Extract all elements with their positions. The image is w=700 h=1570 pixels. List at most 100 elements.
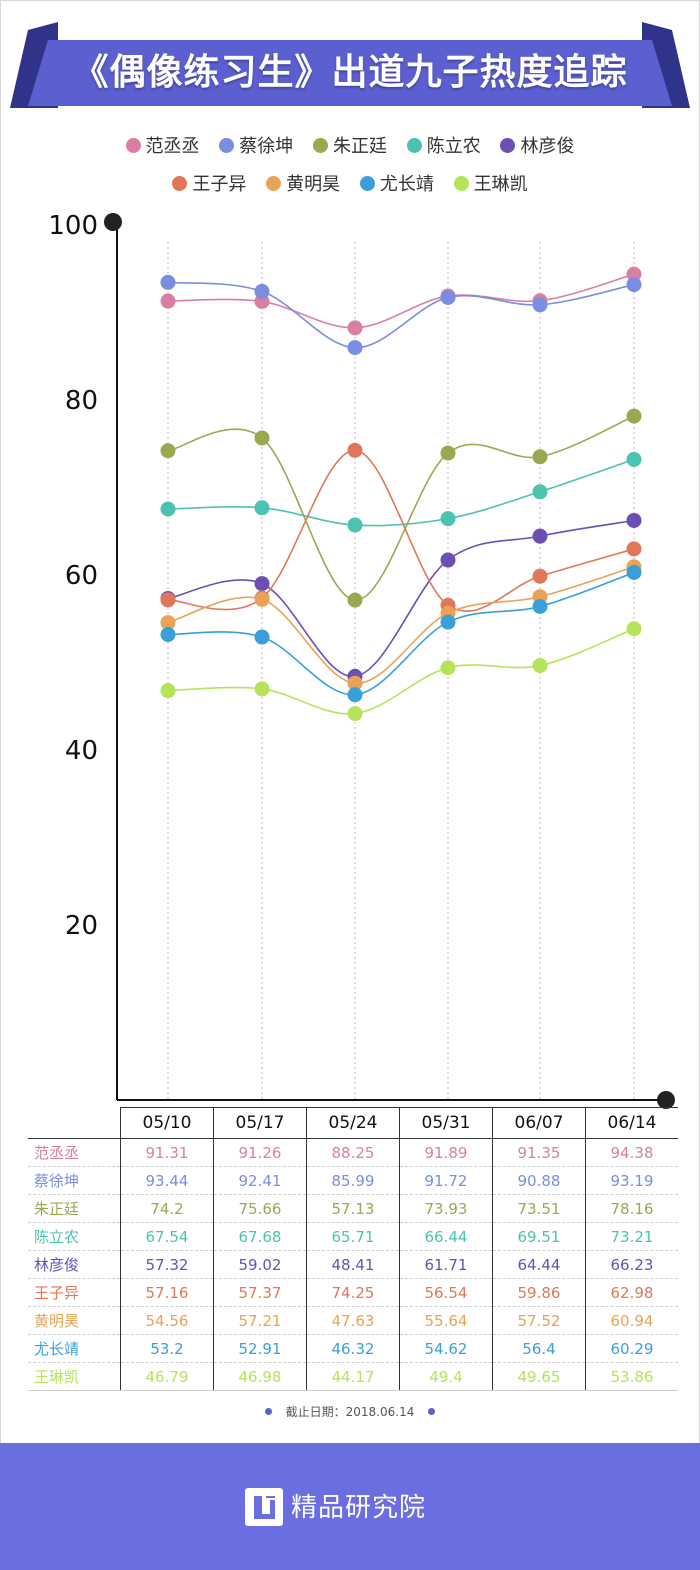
row-label: 黄明昊 — [28, 1306, 121, 1335]
table-cell: 91.72 — [399, 1166, 493, 1195]
data-point — [626, 621, 642, 637]
series-line — [167, 449, 635, 612]
table-cell: 59.02 — [213, 1250, 307, 1279]
legend-item: 蔡徐坤 — [219, 132, 293, 158]
table-row: 朱正廷 74.2 75.66 57.13 73.93 73.51 78.16 — [28, 1194, 678, 1223]
legend-item: 尤长靖 — [359, 170, 434, 196]
table-cell: 54.56 — [120, 1306, 214, 1335]
table-cell: 85.99 — [306, 1166, 400, 1195]
table-cell: 75.66 — [213, 1194, 307, 1223]
legend-dot — [453, 176, 469, 191]
row-label: 蔡徐坤 — [28, 1166, 121, 1195]
legend-dot — [219, 138, 235, 153]
footnote-dot-right — [428, 1408, 436, 1415]
data-point — [347, 706, 363, 722]
legend-label: 朱正廷 — [333, 136, 387, 157]
table-cell: 54.62 — [399, 1334, 493, 1363]
brand-logo-icon — [245, 1488, 283, 1526]
legend-dot — [172, 176, 188, 191]
footer-bar: 精品研究院 — [0, 1443, 700, 1570]
legend-item: 林彦俊 — [500, 132, 574, 158]
brand-name: 精品研究院 — [291, 1493, 427, 1523]
row-label: 朱正廷 — [28, 1194, 121, 1223]
series-line — [167, 415, 635, 601]
title-banner: 《偶像练习生》出道九子热度追踪 — [0, 0, 700, 120]
data-point — [347, 517, 363, 533]
table-cell: 67.68 — [213, 1222, 307, 1251]
table-cell: 48.41 — [306, 1250, 400, 1279]
legend-label: 王子异 — [192, 174, 247, 195]
table-cell: 49.4 — [399, 1362, 493, 1391]
row-label: 尤长靖 — [28, 1334, 121, 1363]
table-cell: 57.32 — [120, 1250, 214, 1279]
data-point — [626, 451, 642, 467]
data-point — [532, 484, 548, 500]
table-cell: 73.51 — [492, 1194, 586, 1223]
data-point — [532, 449, 548, 465]
row-label: 王琳凯 — [28, 1362, 121, 1391]
table-cell: 56.54 — [399, 1278, 493, 1307]
data-point — [532, 599, 548, 614]
data-point — [254, 629, 270, 645]
table-cell: 90.88 — [492, 1166, 586, 1195]
table-cell: 69.51 — [492, 1222, 586, 1251]
table-cell: 52.91 — [213, 1334, 307, 1363]
legend-dot — [266, 176, 282, 191]
footnote-dot-left — [264, 1408, 272, 1415]
data-point — [347, 675, 363, 691]
table-cell: 91.35 — [492, 1138, 586, 1167]
legend-row-1: 范丞丞 蔡徐坤 朱正廷 陈立农 林彦俊 — [0, 132, 700, 158]
row-label: 王子异 — [28, 1278, 121, 1307]
table-cell: 57.13 — [306, 1194, 400, 1223]
legend-item: 陈立农 — [406, 132, 481, 158]
data-point — [440, 552, 456, 568]
table-cell: 46.79 — [120, 1362, 214, 1391]
legend-dot — [125, 138, 141, 153]
table-cell: 78.16 — [585, 1194, 678, 1223]
data-point — [532, 528, 548, 544]
table-cell: 94.38 — [585, 1138, 678, 1167]
data-point — [532, 568, 548, 584]
legend-dot — [313, 138, 328, 153]
table-cell: 92.41 — [213, 1166, 307, 1195]
table-header-row: 05/10 05/17 05/24 05/31 06/07 06/14 — [28, 1107, 678, 1139]
legend-item: 黄明昊 — [266, 170, 340, 196]
legend-label: 陈立农 — [426, 136, 481, 157]
table-cell: 44.17 — [306, 1362, 400, 1391]
data-point — [440, 660, 456, 676]
column-header: 05/17 — [213, 1107, 307, 1139]
data-point — [626, 564, 642, 580]
table-cell: 65.71 — [306, 1222, 400, 1251]
table-cell: 56.4 — [492, 1334, 586, 1363]
row-label: 范丞丞 — [28, 1138, 121, 1167]
column-header: 05/31 — [399, 1107, 493, 1139]
data-point — [347, 442, 363, 458]
table-row: 陈立农 67.54 67.68 65.71 66.44 69.51 73.21 — [28, 1222, 678, 1251]
legend-label: 范丞丞 — [145, 136, 200, 157]
column-header: 05/10 — [120, 1107, 214, 1139]
legend-dot — [406, 138, 422, 153]
table-cell: 66.44 — [399, 1222, 493, 1251]
row-label: 陈立农 — [28, 1222, 121, 1251]
table-cell: 53.2 — [120, 1334, 214, 1363]
legend-label: 蔡徐坤 — [239, 136, 294, 157]
table-cell: 47.63 — [306, 1306, 400, 1335]
data-point — [347, 320, 363, 336]
data-point — [626, 512, 642, 528]
data-point — [254, 591, 270, 607]
table-cell: 60.29 — [585, 1334, 678, 1363]
table-cell: 88.25 — [306, 1138, 400, 1167]
table-row: 王琳凯 46.79 46.98 44.17 49.4 49.65 53.86 — [28, 1362, 678, 1391]
column-header: 06/07 — [492, 1107, 586, 1139]
x-axis-end-cap — [657, 1091, 675, 1109]
legend-label: 王琳凯 — [473, 174, 528, 195]
table-cell: 74.25 — [306, 1278, 400, 1307]
column-header: 06/14 — [585, 1107, 678, 1139]
legend-item: 王子异 — [172, 170, 246, 196]
data-point — [347, 340, 363, 356]
data-point — [254, 576, 270, 592]
data-point — [626, 408, 642, 424]
chart-title: 《偶像练习生》出道九子热度追踪 — [72, 52, 628, 93]
table-cell: 67.54 — [120, 1222, 214, 1251]
legend-item: 王琳凯 — [453, 170, 528, 196]
